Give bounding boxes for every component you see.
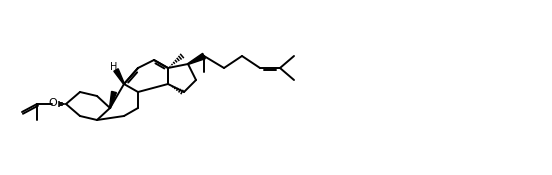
Polygon shape [114, 69, 124, 84]
Text: O: O [49, 98, 57, 108]
Text: H: H [110, 62, 118, 72]
Polygon shape [109, 91, 116, 108]
Polygon shape [188, 53, 205, 64]
